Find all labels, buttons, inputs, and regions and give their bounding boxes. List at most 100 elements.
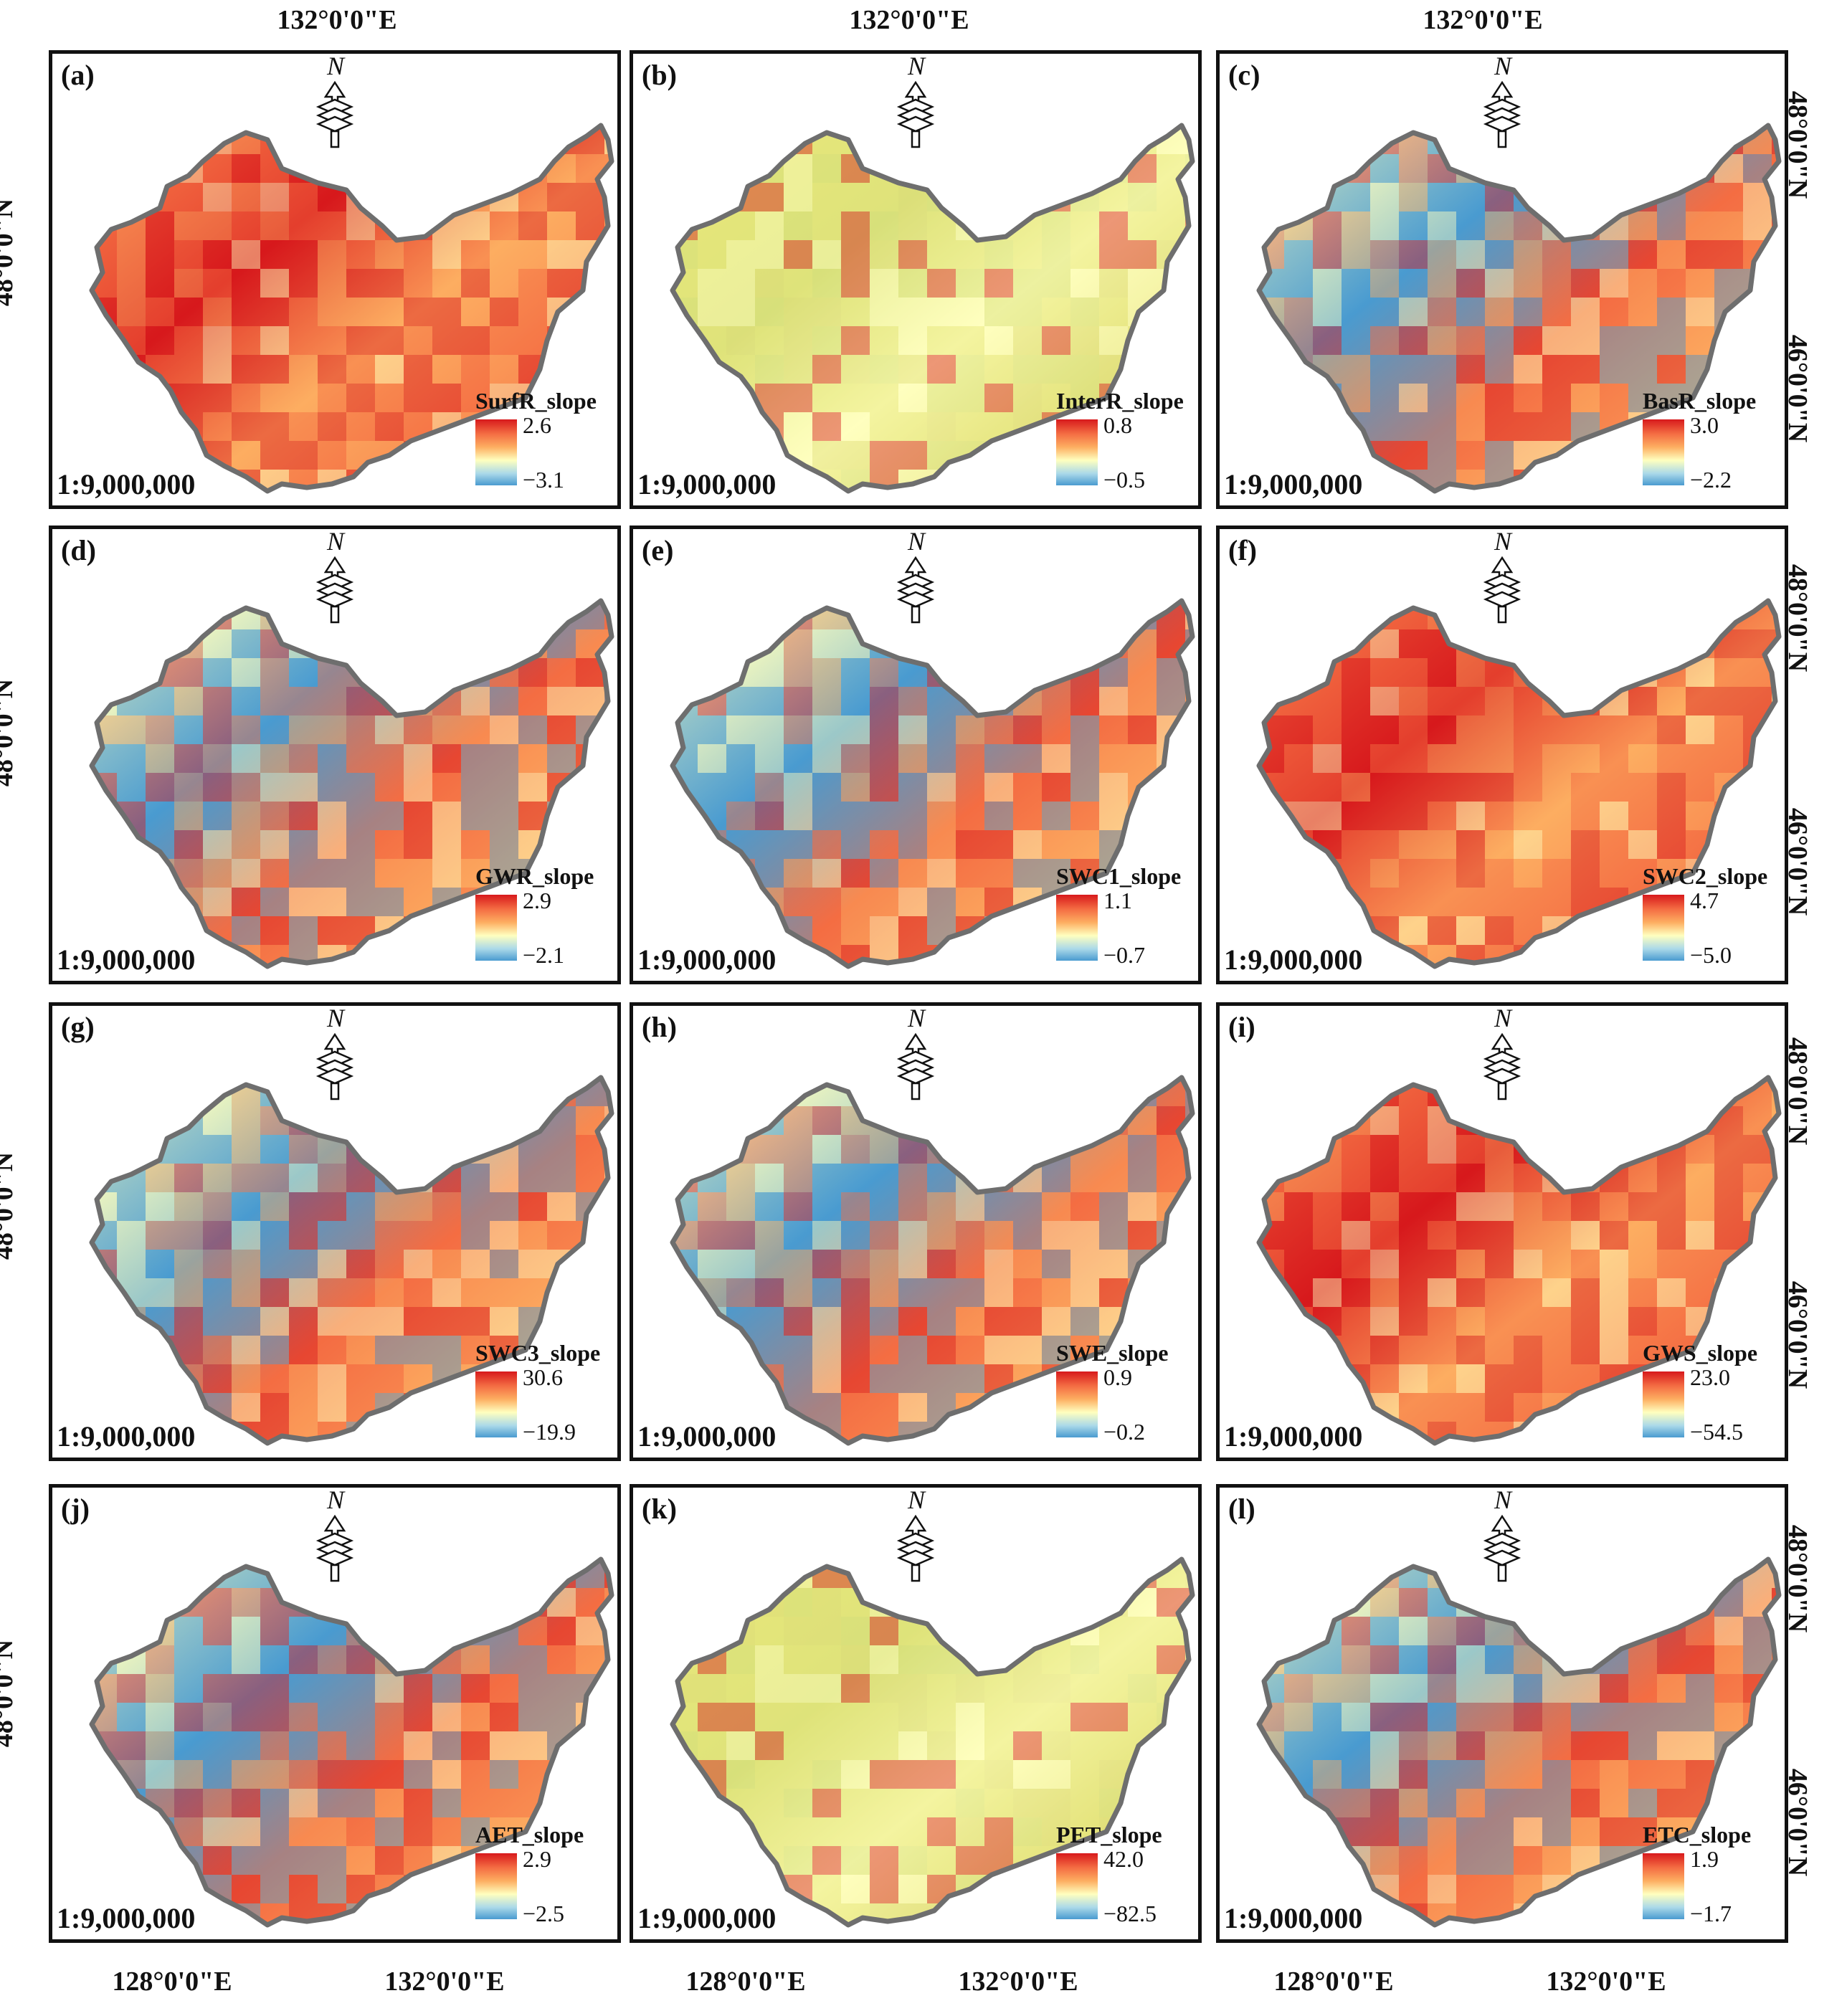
bottom-longitude-label-2: 132°0'0"E	[384, 1967, 505, 1997]
legend-color-bar	[1643, 1853, 1684, 1919]
legend-min-value: −0.5	[1103, 467, 1146, 493]
legend-max-value: 3.0	[1690, 412, 1719, 438]
map-panel-h: N (h) 1:9,000,000 SWE_slope 0.9 −0.2	[630, 1002, 1202, 1461]
bottom-longitude-label-5: 128°0'0"E	[1273, 1967, 1394, 1997]
bottom-longitude-label-6: 132°0'0"E	[1546, 1967, 1666, 1997]
legend-color-bar	[1643, 419, 1684, 485]
north-letter: N	[327, 527, 345, 556]
legend-color-bar	[475, 419, 517, 485]
left-latitude-label-row2: 48°0'0"N	[0, 678, 19, 787]
panel-letter: (l)	[1228, 1493, 1255, 1525]
map-panel-d: N (d) 1:9,000,000 GWR_slope 2.9 −2.1	[49, 526, 621, 984]
scale-text: 1:9,000,000	[57, 468, 196, 500]
basin-map	[89, 1075, 614, 1446]
legend-min-value: −19.9	[523, 1419, 576, 1445]
scale-text: 1:9,000,000	[1224, 468, 1363, 500]
legend-title: SWE_slope	[1056, 1340, 1169, 1366]
north-arrow-icon	[896, 1514, 935, 1582]
north-letter: N	[908, 527, 926, 556]
legend-color-bar	[475, 1853, 517, 1919]
legend-min-value: −2.5	[523, 1901, 565, 1926]
legend-title: SWC1_slope	[1056, 863, 1182, 889]
panel-letter: (c)	[1228, 59, 1260, 91]
panel-letter: (g)	[61, 1011, 95, 1043]
basin-map	[670, 123, 1195, 494]
north-letter: N	[908, 1004, 926, 1032]
top-longitude-label-3: 132°0'0"E	[1423, 5, 1543, 35]
bottom-longitude-label-4: 132°0'0"E	[958, 1967, 1078, 1997]
north-arrow-icon	[1483, 1514, 1521, 1582]
left-latitude-label-row4: 48°0'0"N	[0, 1639, 19, 1748]
panel-letter: (a)	[61, 59, 95, 91]
legend-max-value: 42.0	[1103, 1846, 1144, 1872]
scale-text: 1:9,000,000	[637, 1420, 777, 1452]
map-panel-f: N (f) 1:9,000,000 SWC2_slope 4.7 −5.0	[1216, 526, 1788, 984]
legend-title: AET_slope	[475, 1822, 584, 1848]
scale-text: 1:9,000,000	[637, 943, 777, 976]
basin-map	[89, 1556, 614, 1928]
scale-text: 1:9,000,000	[637, 468, 777, 500]
north-arrow-icon	[1483, 1032, 1521, 1100]
north-arrow-icon	[1483, 80, 1521, 148]
legend-max-value: 1.9	[1690, 1846, 1719, 1872]
map-panel-c: N (c) 1:9,000,000 BasR_slope 3.0 −2.2	[1216, 50, 1788, 509]
panel-letter: (b)	[642, 59, 677, 91]
panel-letter: (f)	[1228, 534, 1257, 566]
basin-map	[89, 123, 614, 494]
north-arrow-icon	[896, 80, 935, 148]
legend-min-value: −82.5	[1103, 1901, 1157, 1926]
bottom-longitude-label-3: 128°0'0"E	[685, 1967, 806, 1997]
north-letter: N	[1494, 52, 1512, 80]
north-arrow-icon	[896, 556, 935, 624]
panel-letter: (h)	[642, 1011, 677, 1043]
legend-max-value: 0.9	[1103, 1364, 1132, 1390]
legend-title: InterR_slope	[1056, 388, 1184, 414]
panel-letter: (j)	[61, 1493, 90, 1525]
map-panel-a: N (a) 1:9,000,000 SurfR_slope 2.6 −3.1	[49, 50, 621, 509]
north-letter: N	[327, 1004, 345, 1032]
legend-title: BasR_slope	[1643, 388, 1757, 414]
north-letter: N	[327, 1485, 345, 1514]
legend-min-value: −2.2	[1690, 467, 1732, 493]
legend-title: SurfR_slope	[475, 388, 597, 414]
legend-max-value: 2.9	[523, 888, 551, 913]
basin-map	[670, 1075, 1195, 1446]
map-panel-g: N (g) 1:9,000,000 SWC3_slope 30.6 −19.9	[49, 1002, 621, 1461]
basin-map	[89, 598, 614, 969]
legend-max-value: 2.9	[523, 1846, 551, 1872]
legend-title: SWC2_slope	[1643, 863, 1768, 889]
legend-min-value: −54.5	[1690, 1419, 1744, 1445]
legend-color-bar	[1056, 1853, 1098, 1919]
legend-color-bar	[1056, 1371, 1098, 1437]
legend-max-value: 0.8	[1103, 412, 1132, 438]
basin-map	[1256, 123, 1782, 494]
legend-color-bar	[1056, 895, 1098, 961]
bottom-longitude-label-1: 128°0'0"E	[112, 1967, 232, 1997]
north-arrow-icon	[315, 1032, 354, 1100]
legend-title: SWC3_slope	[475, 1340, 601, 1366]
north-letter: N	[327, 52, 345, 80]
legend-min-value: −1.7	[1690, 1901, 1732, 1926]
basin-map	[1256, 1075, 1782, 1446]
legend-max-value: 23.0	[1690, 1364, 1730, 1390]
north-arrow-icon	[315, 556, 354, 624]
legend-color-bar	[1056, 419, 1098, 485]
map-panel-k: N (k) 1:9,000,000 PET_slope 42.0 −82.5	[630, 1484, 1202, 1943]
legend-min-value: −2.1	[523, 942, 565, 968]
legend-min-value: −3.1	[523, 467, 565, 493]
north-letter: N	[1494, 1485, 1512, 1514]
map-panel-j: N (j) 1:9,000,000 AET_slope 2.9 −2.5	[49, 1484, 621, 1943]
basin-map	[670, 598, 1195, 969]
legend-color-bar	[475, 1371, 517, 1437]
legend-color-bar	[1643, 1371, 1684, 1437]
scale-text: 1:9,000,000	[1224, 1902, 1363, 1934]
scale-text: 1:9,000,000	[57, 1902, 196, 1934]
north-arrow-icon	[315, 1514, 354, 1582]
left-latitude-label-row3: 48°0'0"N	[0, 1151, 19, 1260]
legend-min-value: −5.0	[1690, 942, 1732, 968]
legend-max-value: 4.7	[1690, 888, 1719, 913]
left-latitude-label-row1: 48°0'0"N	[0, 198, 19, 307]
panel-letter: (d)	[61, 534, 96, 566]
legend-title: ETC_slope	[1643, 1822, 1752, 1848]
north-letter: N	[1494, 527, 1512, 556]
